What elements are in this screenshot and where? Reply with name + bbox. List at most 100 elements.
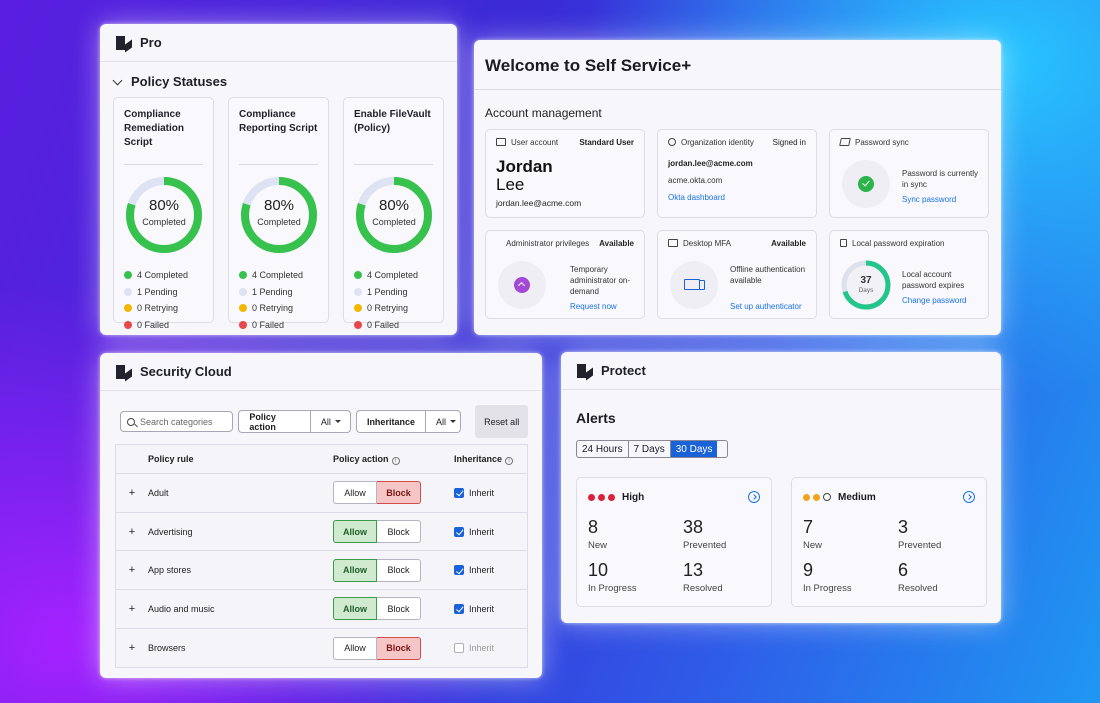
legend-pending-label: 1 Pending	[137, 286, 178, 297]
retrying-dot-icon	[354, 304, 362, 312]
mfa-text: Offline authentication available	[730, 265, 806, 285]
action-toggle: Allow Block	[333, 481, 454, 505]
inheritance-filter[interactable]: Inheritance All	[355, 410, 462, 433]
reset-all-button[interactable]: Reset all	[475, 405, 529, 438]
expand-plus-icon[interactable]: +	[128, 486, 136, 499]
arrow-right-circle-icon[interactable]	[963, 491, 975, 503]
ring-progress	[241, 177, 317, 253]
search-icon	[127, 417, 135, 426]
allow-button[interactable]: Allow	[333, 636, 377, 660]
expiration-days: 37	[860, 275, 872, 286]
account-management-heading: Account management	[485, 106, 602, 120]
table-row: + Audio and music Allow Block Inherit	[116, 590, 527, 629]
retrying-dot-icon	[124, 304, 132, 312]
sync-password-link[interactable]: Sync password	[902, 195, 957, 204]
self-service-panel: Welcome to Self Service+ Account managem…	[474, 40, 1001, 335]
okta-dashboard-link[interactable]: Okta dashboard	[668, 193, 725, 202]
person-icon	[668, 138, 676, 146]
password-sync-text: Password is currently in sync	[902, 169, 979, 189]
allow-button[interactable]: Allow	[333, 558, 377, 582]
expand-plus-icon[interactable]: +	[128, 602, 136, 615]
inherit-label: Inherit	[469, 603, 495, 614]
policy-card[interactable]: Enable FileVault (Policy) 80% Completed …	[343, 97, 444, 330]
high-resolved-count: 13	[683, 560, 704, 580]
inherit-checkbox[interactable]: Inherit	[454, 565, 494, 576]
tab-24-hours[interactable]: 24 Hours	[577, 441, 629, 457]
allow-button[interactable]: Allow	[333, 520, 377, 544]
checkbox-icon[interactable]	[454, 643, 464, 654]
inherit-checkbox[interactable]: Inherit	[454, 526, 494, 537]
policy-action-dropdown[interactable]: All	[309, 411, 350, 432]
inheritance-value: All	[435, 416, 446, 427]
col-policy-rule: Policy rule	[148, 454, 194, 464]
high-in-progress-count: 10	[588, 560, 609, 580]
security-cloud-header: Security Cloud	[100, 353, 542, 391]
allow-button[interactable]: Allow	[333, 597, 377, 621]
completion-ring-chart	[126, 177, 202, 253]
request-now-link[interactable]: Request now	[570, 302, 617, 311]
user-first-name: Jordan	[496, 157, 553, 176]
legend-completed: 4 Completed	[239, 267, 318, 284]
inherit-label: Inherit	[469, 643, 495, 654]
legend-failed-label: 0 Failed	[367, 319, 400, 330]
expand-plus-icon[interactable]: +	[128, 564, 136, 577]
block-button[interactable]: Block	[377, 636, 421, 660]
password-sync-label: Password sync	[855, 138, 909, 147]
change-password-link[interactable]: Change password	[902, 296, 967, 305]
legend-pending-label: 1 Pending	[252, 286, 293, 297]
stat-label: Prevented	[898, 540, 942, 551]
policy-card[interactable]: Compliance Reporting Script 80% Complete…	[228, 97, 329, 330]
inheritance-dropdown[interactable]: All	[424, 411, 460, 432]
completion-status: Completed	[142, 217, 186, 227]
self-service-title: Welcome to Self Service+	[474, 40, 1001, 90]
status-legend: 4 Completed 1 Pending 0 Retrying 0 Faile…	[124, 267, 203, 333]
allow-button[interactable]: Allow	[333, 481, 377, 505]
expand-plus-icon[interactable]: +	[128, 642, 136, 655]
sync-status-circle	[842, 160, 890, 208]
policy-statuses-toggle[interactable]: Policy Statuses	[100, 62, 457, 97]
mfa-circle	[670, 261, 718, 309]
block-button[interactable]: Block	[377, 597, 421, 621]
legend-retrying: 0 Retrying	[239, 300, 318, 317]
legend-completed-label: 4 Completed	[137, 270, 189, 280]
tab-7-days[interactable]: 7 Days	[629, 441, 671, 457]
medium-alerts-card[interactable]: Medium 7 New 3 Prevented 9 In Progress 6 Res…	[791, 477, 987, 607]
block-button[interactable]: Block	[377, 481, 421, 505]
lock-icon	[840, 239, 847, 247]
block-button[interactable]: Block	[377, 520, 421, 544]
mfa-status: Available	[771, 239, 806, 248]
col-inheritance: Inheritance i	[454, 454, 514, 465]
password-expiration-card: Local password expiration 37 Days Local …	[829, 230, 989, 319]
policy-action-filter[interactable]: Policy action All	[238, 410, 351, 433]
pending-dot-icon	[124, 287, 132, 296]
inherit-checkbox[interactable]: Inherit	[454, 643, 495, 654]
checkbox-icon[interactable]	[454, 565, 464, 576]
expand-plus-icon[interactable]: +	[128, 525, 136, 538]
completion-ring: 80% Completed	[354, 175, 434, 255]
checkbox-icon[interactable]	[454, 487, 464, 498]
set-up-authenticator-link[interactable]: Set up authenticator	[730, 302, 802, 311]
checkbox-icon[interactable]	[454, 526, 464, 537]
medium-new-count: 7	[803, 517, 814, 537]
high-alerts-card[interactable]: High 8 New 38 Prevented 10 In Progress 13 Re…	[576, 477, 772, 607]
legend-failed: 0 Failed	[354, 317, 433, 334]
check-circle-icon	[858, 176, 874, 192]
search-input[interactable]: Search categories	[120, 411, 234, 432]
inherit-checkbox[interactable]: Inherit	[454, 603, 495, 614]
arrow-right-circle-icon[interactable]	[748, 491, 760, 503]
admin-privileges-card: Administrator privileges Available Tempor…	[485, 230, 645, 319]
info-icon: i	[391, 456, 400, 465]
checkbox-icon[interactable]	[454, 603, 464, 614]
policy-card[interactable]: Compliance Remediation Script 80% Comple…	[113, 97, 214, 330]
inherit-checkbox[interactable]: Inherit	[454, 487, 494, 498]
divider	[239, 164, 318, 165]
block-button[interactable]: Block	[377, 558, 421, 582]
divider	[354, 164, 433, 165]
stat-label: Prevented	[683, 540, 727, 551]
jamf-logo-icon	[116, 364, 132, 379]
tab-30-days[interactable]: 30 Days	[670, 441, 718, 457]
table-row: + App stores Allow Block Inherit	[116, 551, 527, 591]
action-toggle: Allow Block	[333, 558, 454, 582]
desktop-mfa-card: Desktop MFA Available Offline authenticat…	[657, 230, 817, 319]
policy-action-filter-label: Policy action	[249, 411, 276, 432]
